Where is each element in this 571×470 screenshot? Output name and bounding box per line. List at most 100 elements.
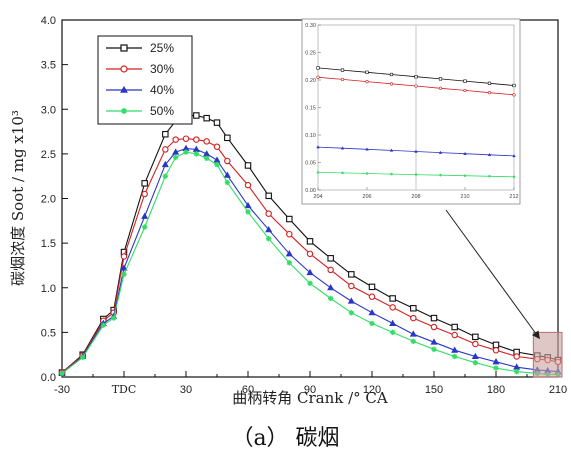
data-point	[306, 268, 314, 276]
data-point	[121, 271, 127, 278]
data-point	[327, 266, 334, 274]
data-point	[472, 333, 479, 341]
inset-y-tick-label: 0.05	[305, 161, 316, 167]
data-point	[471, 352, 479, 359]
series-line	[61, 147, 559, 374]
inset-data-point	[463, 174, 467, 177]
data-point	[347, 297, 355, 304]
x-tick-label: TDC	[112, 383, 137, 396]
data-point	[265, 210, 272, 217]
data-point	[513, 353, 520, 360]
data-point	[141, 190, 148, 198]
data-point	[286, 230, 293, 238]
data-point	[193, 151, 200, 157]
inset-data-point	[365, 147, 369, 151]
data-point	[110, 315, 117, 321]
data-point	[213, 143, 221, 150]
y-tick-label: 0.0	[41, 372, 56, 384]
data-point	[265, 235, 272, 242]
data-point	[244, 162, 252, 169]
data-point	[409, 330, 417, 337]
data-point	[286, 260, 293, 266]
data-point	[141, 224, 148, 230]
inset-data-point	[365, 172, 369, 175]
data-point	[286, 215, 293, 223]
data-point	[368, 293, 376, 300]
inset-data-point	[438, 150, 443, 154]
data-point	[492, 346, 500, 354]
data-point	[265, 225, 273, 233]
data-point	[451, 353, 458, 360]
inset-data-point	[389, 148, 394, 152]
inset-data-point	[438, 77, 443, 81]
x-tick-label: 150	[425, 384, 443, 396]
data-point	[162, 130, 169, 138]
x-tick-label: -30	[54, 384, 70, 396]
legend-label: 30%	[150, 62, 174, 76]
data-point	[492, 341, 500, 349]
inset-data-point	[316, 145, 320, 149]
data-point	[120, 264, 128, 271]
legend-swatch-marker	[120, 85, 128, 93]
data-point	[410, 314, 417, 322]
legend-entry: 40%	[106, 83, 174, 97]
data-point	[193, 112, 200, 119]
x-tick-label: 90	[304, 384, 316, 396]
data-point	[182, 135, 190, 142]
data-point	[224, 157, 231, 165]
data-point	[451, 346, 459, 353]
inset-data-point	[390, 172, 393, 176]
inset-series-30pct	[316, 75, 516, 97]
data-point	[430, 338, 438, 345]
inset-y-tick-label: 0.15	[305, 106, 316, 112]
inset-series-40pct	[316, 145, 516, 158]
inset-data-point	[340, 77, 345, 82]
data-point	[451, 323, 458, 331]
inset-data-point	[414, 149, 418, 153]
data-point	[327, 255, 334, 262]
y-tick-label: 3.5	[41, 60, 56, 72]
inset-x-tick-label: 208	[411, 194, 420, 200]
series-line	[61, 114, 559, 373]
inset-data-point	[341, 171, 344, 175]
legend-entry: 30%	[106, 62, 174, 76]
inset-data-point	[340, 68, 345, 72]
legend-swatch-marker	[120, 65, 128, 73]
data-point	[161, 160, 169, 168]
data-point	[327, 295, 334, 302]
inset-data-point	[389, 82, 394, 86]
legend-label: 50%	[150, 104, 174, 118]
inset-x-tick-label: 206	[362, 194, 371, 200]
inset-data-point	[512, 93, 516, 97]
inset-x-tick-label: 204	[313, 194, 322, 200]
series-line	[61, 151, 558, 375]
legend-swatch-marker	[121, 108, 127, 114]
inset-data-point	[340, 146, 345, 150]
data-point	[214, 161, 220, 168]
legend-entry: 50%	[106, 104, 174, 118]
data-point	[100, 322, 107, 328]
x-tick-label: 120	[363, 384, 381, 396]
legend-label: 25%	[150, 41, 174, 55]
data-point	[59, 370, 65, 377]
inset-y-tick-label: 0.25	[305, 51, 316, 57]
x-axis-label: 曲柄转角 Crank /° CA	[232, 389, 388, 407]
data-point	[203, 155, 210, 162]
inset-data-point	[414, 75, 418, 79]
y-axis-label: 碳烟浓度 Soot / mg x10³	[9, 110, 27, 286]
series-line	[61, 138, 559, 373]
inset-series-group	[316, 66, 516, 179]
inset-data-point	[438, 86, 443, 90]
data-point	[431, 346, 437, 353]
main-series-group	[58, 112, 562, 378]
data-point	[172, 154, 179, 161]
y-tick-label: 3.0	[41, 104, 56, 116]
x-tick-label: 180	[487, 384, 505, 396]
data-point	[79, 354, 86, 361]
data-point	[472, 360, 479, 366]
data-point	[141, 212, 149, 219]
inset-x-tick-label: 210	[460, 194, 469, 200]
data-point	[172, 148, 180, 155]
inset-data-point	[488, 174, 491, 178]
